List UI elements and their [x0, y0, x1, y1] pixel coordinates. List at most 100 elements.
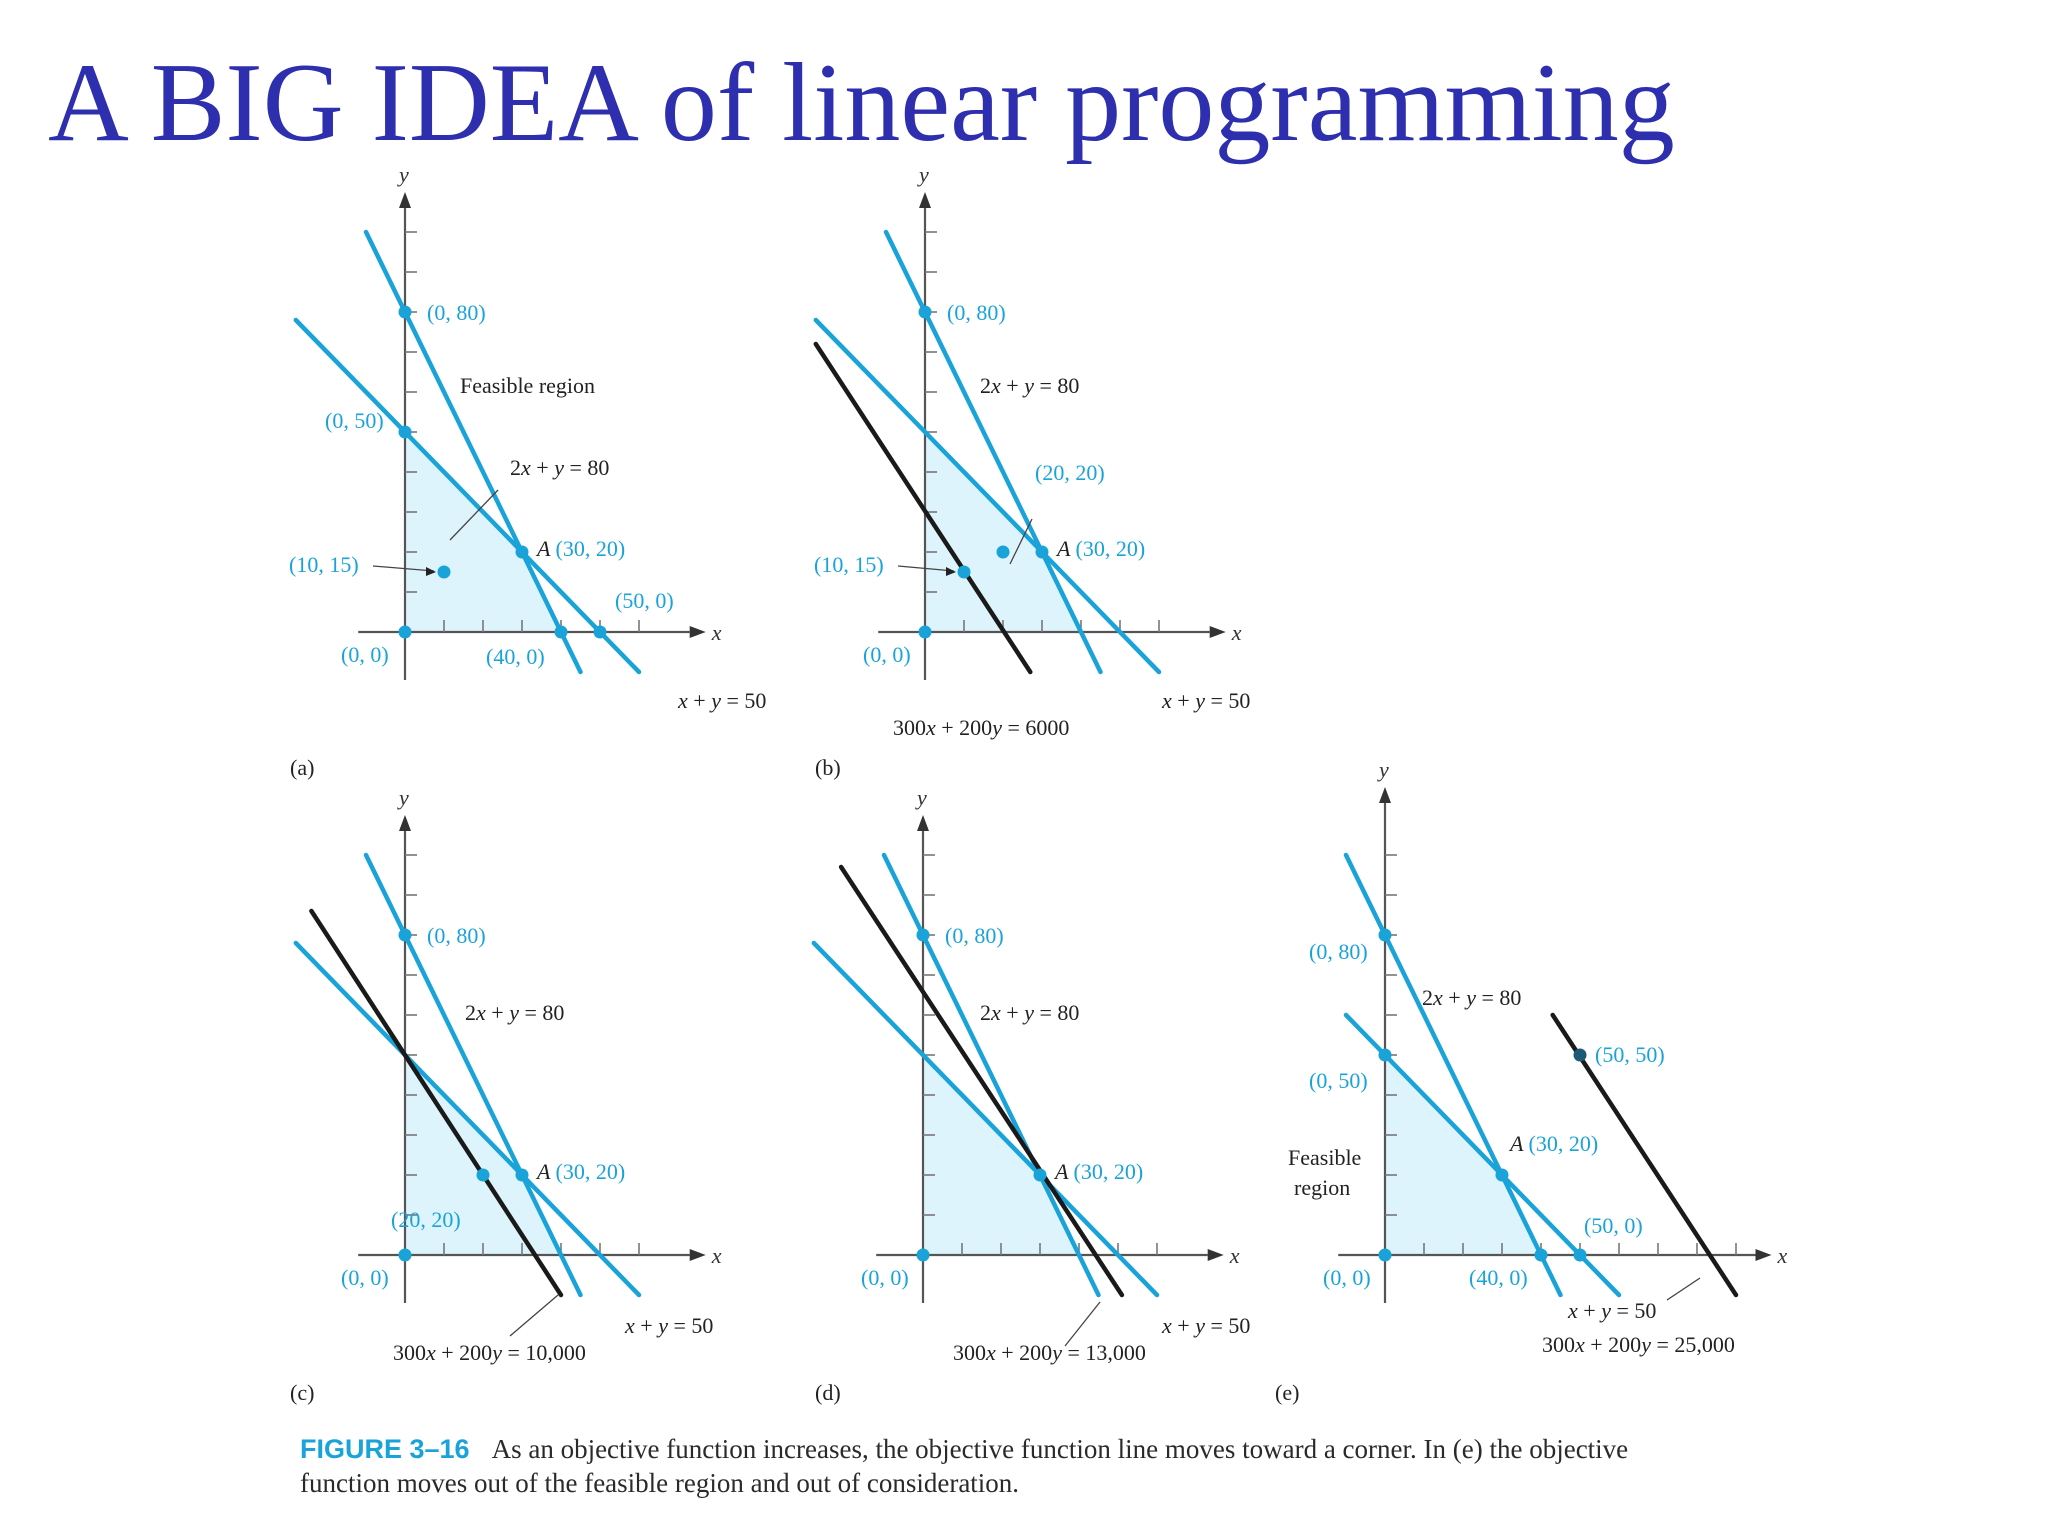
panel-d-annotation-2: 300x + 200y = 13,000 [953, 1340, 1146, 1365]
panel-e-constraint-line-1 [1343, 852, 1563, 1298]
panel-c-point-label-2: (20, 20) [391, 1207, 461, 1232]
panel-a-point-3 [515, 545, 529, 559]
panel-d-point-label-2: (0, 0) [861, 1265, 909, 1290]
caption-text: As an objective function increases, the … [300, 1434, 1629, 1498]
panel-a-point-label-0: (0, 80) [427, 300, 486, 325]
panel-e-y-label: y [1377, 757, 1389, 782]
panel-e-feasible-label-2: region [1294, 1175, 1350, 1200]
panel-c-point-label-0: (0, 80) [427, 923, 486, 948]
panel-a-point-label-2: (10, 15) [289, 552, 359, 577]
panel-a-point-label-3: A (30, 20) [535, 536, 625, 561]
panel-e-point-label-5: (40, 0) [1469, 1265, 1528, 1290]
panel-a-y-label: y [397, 162, 409, 187]
panel-d-x-label: x [1229, 1243, 1240, 1268]
panel-d-point-label-0: (0, 80) [945, 923, 1004, 948]
panel-c-pointer [509, 1294, 559, 1337]
panel-e-point-label-0: (0, 80) [1309, 939, 1368, 964]
panel-e-feasible-region [1385, 1055, 1541, 1255]
panel-b-point-1 [996, 545, 1010, 559]
panel-e-point-label-6: (0, 0) [1323, 1265, 1371, 1290]
panel-d-feasible-region [923, 1055, 1079, 1255]
panel-b-objective-line [813, 341, 1033, 675]
panel-b-point-0 [918, 305, 932, 319]
panel-d-label: (d) [815, 1380, 841, 1405]
panel-c-label: (c) [290, 1380, 314, 1405]
panel-d-pointer [1064, 1301, 1101, 1347]
panel-b-point-label-2: (10, 15) [814, 552, 884, 577]
panel-e-point-label-1: (50, 50) [1595, 1042, 1665, 1067]
panel-b-annotation-2: 300x + 200y = 6000 [893, 715, 1069, 740]
panel-e-point-label-3: A (30, 20) [1508, 1131, 1598, 1156]
panel-a-y-arrow [399, 192, 411, 208]
panel-d-annotation-1: x + y = 50 [1161, 1313, 1250, 1338]
figure-label: FIGURE 3–16 [300, 1434, 470, 1464]
panel-e-x-label: x [1777, 1243, 1788, 1268]
panel-b-constraint-line-1 [883, 229, 1103, 675]
panel-e-annotation-2: x + y = 50 [1567, 1298, 1656, 1323]
figure-caption: FIGURE 3–16 As an objective function incr… [300, 1432, 1700, 1500]
panel-b-annotation-0: 2x + y = 80 [980, 373, 1079, 398]
panel-a-point-2 [437, 565, 451, 579]
panel-a-label-leader [372, 565, 435, 572]
panel-b-point-4 [918, 625, 932, 639]
panel-c-point-1 [515, 1168, 529, 1182]
panel-b-label-arrowhead [946, 567, 956, 576]
panel-e-x-arrow [1755, 1249, 1772, 1261]
panel-a-label: (a) [290, 755, 314, 780]
panel-a-point-0 [398, 305, 412, 319]
panel-e-constraint-line-2 [1343, 1012, 1622, 1298]
panel-e-feasible-label: Feasible [1288, 1145, 1361, 1170]
panel-a-point-6 [398, 625, 412, 639]
panel-a-constraint-line-1 [363, 229, 583, 675]
panel-e-point-0 [1378, 928, 1392, 942]
panel-b-label-leader [897, 565, 955, 572]
panel-c-x-label: x [711, 1243, 722, 1268]
panel-e-point-5 [1534, 1248, 1548, 1262]
panel-b-y-arrow [919, 192, 931, 208]
panel-d-x-arrow [1207, 1249, 1224, 1261]
panel-b-point-label-1: (20, 20) [1035, 460, 1105, 485]
panel-d-constraint-line-2 [811, 940, 1160, 1298]
panel-b-constraint-line-2 [813, 317, 1162, 675]
panel-e-pointer [1666, 1277, 1701, 1301]
panel-b-x-arrow [1209, 626, 1226, 638]
panel-c-x-arrow [689, 1249, 706, 1261]
panel-c-constraint-line-1 [363, 852, 583, 1298]
panel-b-point-label-0: (0, 80) [947, 300, 1006, 325]
panel-b-point-2 [957, 565, 971, 579]
panel-d-point-2 [916, 1248, 930, 1262]
panel-c-point-label-1: A (30, 20) [535, 1159, 625, 1184]
panel-b-point-label-3: A (30, 20) [1055, 536, 1145, 561]
panel-e-annotation-1: 2x + y = 80 [1422, 985, 1521, 1010]
panel-a-point-1 [398, 425, 412, 439]
panel-d-annotation-0: 2x + y = 80 [980, 1000, 1079, 1025]
panel-b-label: (b) [815, 755, 841, 780]
panel-e-label: (e) [1275, 1380, 1299, 1405]
panel-a-feasible-region [405, 432, 561, 632]
panel-a-point-label-4: (50, 0) [615, 588, 674, 613]
panel-d-y-arrow [917, 815, 929, 831]
panel-e-point-label-2: (0, 50) [1309, 1068, 1368, 1093]
panel-c-point-3 [398, 1248, 412, 1262]
panel-d-y-label: y [915, 785, 927, 810]
panel-e-objective-line [1550, 1012, 1739, 1298]
slide-title: A BIG IDEA of linear programming [48, 41, 1675, 165]
panel-b-point-label-4: (0, 0) [863, 642, 911, 667]
panel-e-y-arrow [1379, 787, 1391, 803]
panel-a-annotation-2: x + y = 50 [677, 688, 766, 713]
panel-a-x-label: x [711, 620, 722, 645]
panel-a-pointer [449, 489, 499, 541]
panel-a-label-arrowhead [426, 567, 436, 576]
panel-a-point-label-5: (40, 0) [486, 644, 545, 669]
panel-d-point-label-1: A (30, 20) [1053, 1159, 1143, 1184]
panel-e-point-3 [1495, 1168, 1509, 1182]
panel-c-annotation-1: x + y = 50 [624, 1313, 713, 1338]
panel-a-x-arrow [689, 626, 706, 638]
panel-d-constraint-line-1 [881, 852, 1101, 1298]
panel-e-point-6 [1378, 1248, 1392, 1262]
panel-c-point-label-3: (0, 0) [341, 1265, 389, 1290]
panel-c-annotation-2: 300x + 200y = 10,000 [393, 1340, 586, 1365]
panel-c-point-0 [398, 928, 412, 942]
panel-c-constraint-line-2 [293, 940, 642, 1298]
